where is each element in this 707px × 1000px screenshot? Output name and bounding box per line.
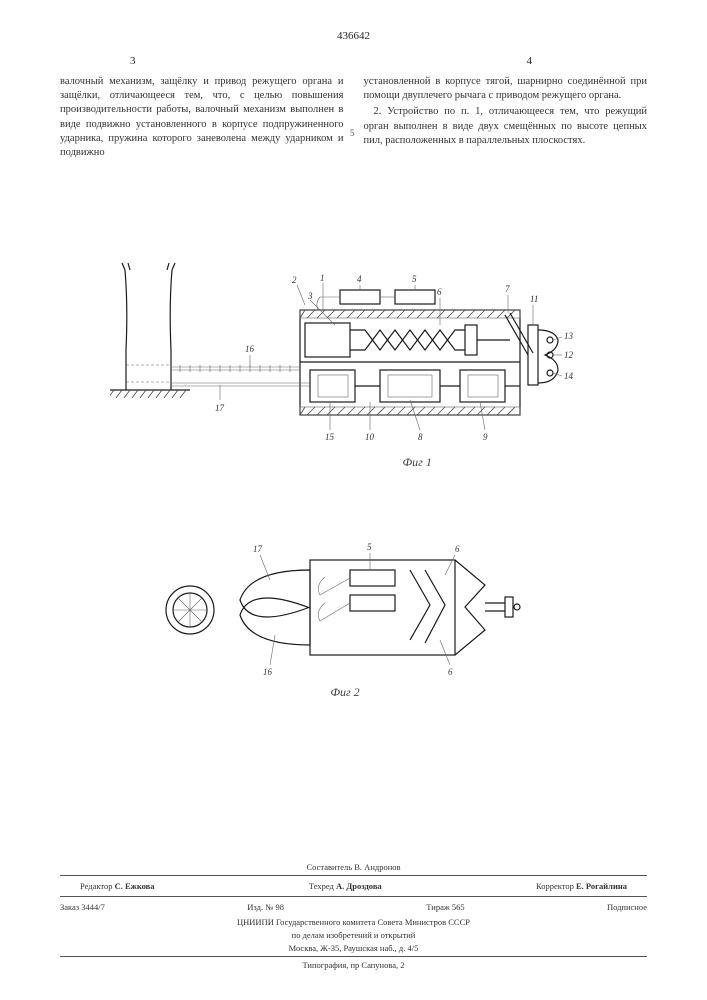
org-line-1: ЦНИИПИ Государственного комитета Совета … bbox=[60, 917, 647, 927]
corrector-label: Корректор bbox=[536, 881, 574, 891]
svg-text:9: 9 bbox=[483, 432, 488, 442]
right-column-p1: установленной в корпусе тягой, шарнирно … bbox=[364, 75, 648, 103]
right-column-p2: 2. Устройство по п. 1, отличающееся тем,… bbox=[364, 105, 648, 148]
svg-text:6: 6 bbox=[455, 544, 460, 554]
svg-text:15: 15 bbox=[325, 432, 335, 442]
techred-label: Техред bbox=[309, 881, 334, 891]
svg-text:17: 17 bbox=[215, 403, 225, 413]
figure-2-label: Фиг 2 bbox=[330, 685, 359, 700]
figure-2: 5 6 6 16 17 Фиг 2 bbox=[155, 515, 535, 695]
column-number-left: 3 bbox=[130, 55, 136, 67]
figure-1-label: Фиг 1 bbox=[403, 455, 432, 470]
svg-text:5: 5 bbox=[367, 542, 372, 552]
patent-number: 436642 bbox=[0, 30, 707, 42]
order-label: Заказ bbox=[60, 902, 79, 912]
fig2-refs: 5 6 6 16 17 bbox=[253, 542, 460, 677]
svg-text:8: 8 bbox=[418, 432, 423, 442]
svg-text:16: 16 bbox=[245, 344, 255, 354]
svg-text:6: 6 bbox=[448, 667, 453, 677]
editor-name: С. Ежкова bbox=[115, 881, 155, 891]
svg-text:2: 2 bbox=[292, 275, 297, 285]
svg-text:6: 6 bbox=[437, 287, 442, 297]
svg-text:16: 16 bbox=[263, 667, 273, 677]
left-column: валочный механизм, защёлку и привод режу… bbox=[60, 75, 344, 160]
org-line-2: по делам изобретений и открытий bbox=[60, 930, 647, 940]
top-view bbox=[240, 560, 520, 655]
compiler-label: Составитель bbox=[306, 862, 352, 872]
housing bbox=[300, 290, 533, 415]
figure-1: 1 2 3 4 5 6 7 8 9 10 11 12 13 14 15 16 1… bbox=[110, 255, 590, 465]
svg-text:11: 11 bbox=[530, 294, 538, 304]
izd-label: Изд. № bbox=[247, 902, 273, 912]
svg-text:4: 4 bbox=[357, 274, 362, 284]
svg-text:12: 12 bbox=[564, 350, 574, 360]
printer: Типография, пр Сапунова, 2 bbox=[60, 960, 647, 970]
podpisnoe: Подписное bbox=[607, 902, 647, 912]
svg-text:7: 7 bbox=[505, 284, 510, 294]
org-address: Москва, Ж-35, Раушская наб., д. 4/5 bbox=[60, 943, 647, 953]
saw-bars bbox=[172, 365, 310, 386]
tirazh-value: 565 bbox=[452, 902, 465, 912]
order-value: 3444/7 bbox=[81, 902, 105, 912]
column-number-right: 4 bbox=[527, 55, 533, 67]
svg-text:13: 13 bbox=[564, 331, 574, 341]
izd-value: 98 bbox=[275, 902, 284, 912]
tirazh-label: Тираж bbox=[426, 902, 449, 912]
svg-text:14: 14 bbox=[564, 371, 574, 381]
techred-name: А. Дроздова bbox=[336, 881, 382, 891]
editor-label: Редактор bbox=[80, 881, 113, 891]
text-columns: валочный механизм, защёлку и привод режу… bbox=[60, 75, 647, 160]
svg-text:1: 1 bbox=[320, 273, 325, 283]
figures-area: 1 2 3 4 5 6 7 8 9 10 11 12 13 14 15 16 1… bbox=[0, 255, 707, 775]
corrector-name: Е. Рогайлина bbox=[576, 881, 627, 891]
svg-text:10: 10 bbox=[365, 432, 375, 442]
svg-text:3: 3 bbox=[307, 291, 313, 301]
imprint-footer: Составитель В. Андронов Редактор С. Ежко… bbox=[60, 859, 647, 970]
left-column-text: валочный механизм, защёлку и привод режу… bbox=[60, 75, 344, 160]
compiler-name: В. Андронов bbox=[354, 862, 400, 872]
svg-text:17: 17 bbox=[253, 544, 263, 554]
right-column: установленной в корпусе тягой, шарнирно … bbox=[364, 75, 648, 160]
tree-trunk bbox=[110, 263, 190, 398]
svg-text:5: 5 bbox=[412, 274, 417, 284]
cross-section bbox=[166, 586, 214, 634]
